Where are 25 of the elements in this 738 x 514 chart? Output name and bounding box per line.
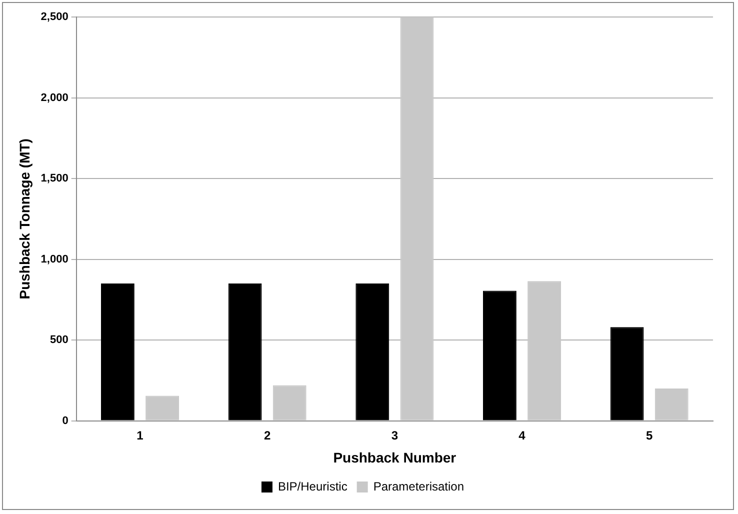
bar xyxy=(356,284,390,420)
bar xyxy=(228,284,262,420)
x-axis-title: Pushback Number xyxy=(333,449,457,466)
y-tick-label: 1,500 xyxy=(40,172,68,185)
legend-label: Parameterisation xyxy=(373,479,464,494)
bar xyxy=(101,284,134,420)
bar xyxy=(272,385,306,420)
bar xyxy=(400,17,434,420)
y-tick-label: 1,000 xyxy=(40,253,68,266)
x-tick-label: 1 xyxy=(136,428,144,442)
x-tick-label: 3 xyxy=(391,428,398,442)
bar xyxy=(483,290,516,420)
legend-label: BIP/Heuristic xyxy=(278,479,348,494)
y-axis-title: Pushback Tonnage (MT) xyxy=(16,138,32,300)
bar xyxy=(528,281,561,420)
y-tick-label: 2,500 xyxy=(40,11,68,24)
x-tick-label: 4 xyxy=(518,428,526,442)
x-tick-label: 5 xyxy=(646,428,653,442)
y-tick-label: 500 xyxy=(50,334,68,346)
bar xyxy=(146,396,179,420)
y-tick-label: 0 xyxy=(62,414,68,427)
bar xyxy=(610,327,644,420)
x-tick-label: 2 xyxy=(264,428,271,442)
y-tick-label: 2,000 xyxy=(40,92,68,104)
bar xyxy=(654,388,688,420)
